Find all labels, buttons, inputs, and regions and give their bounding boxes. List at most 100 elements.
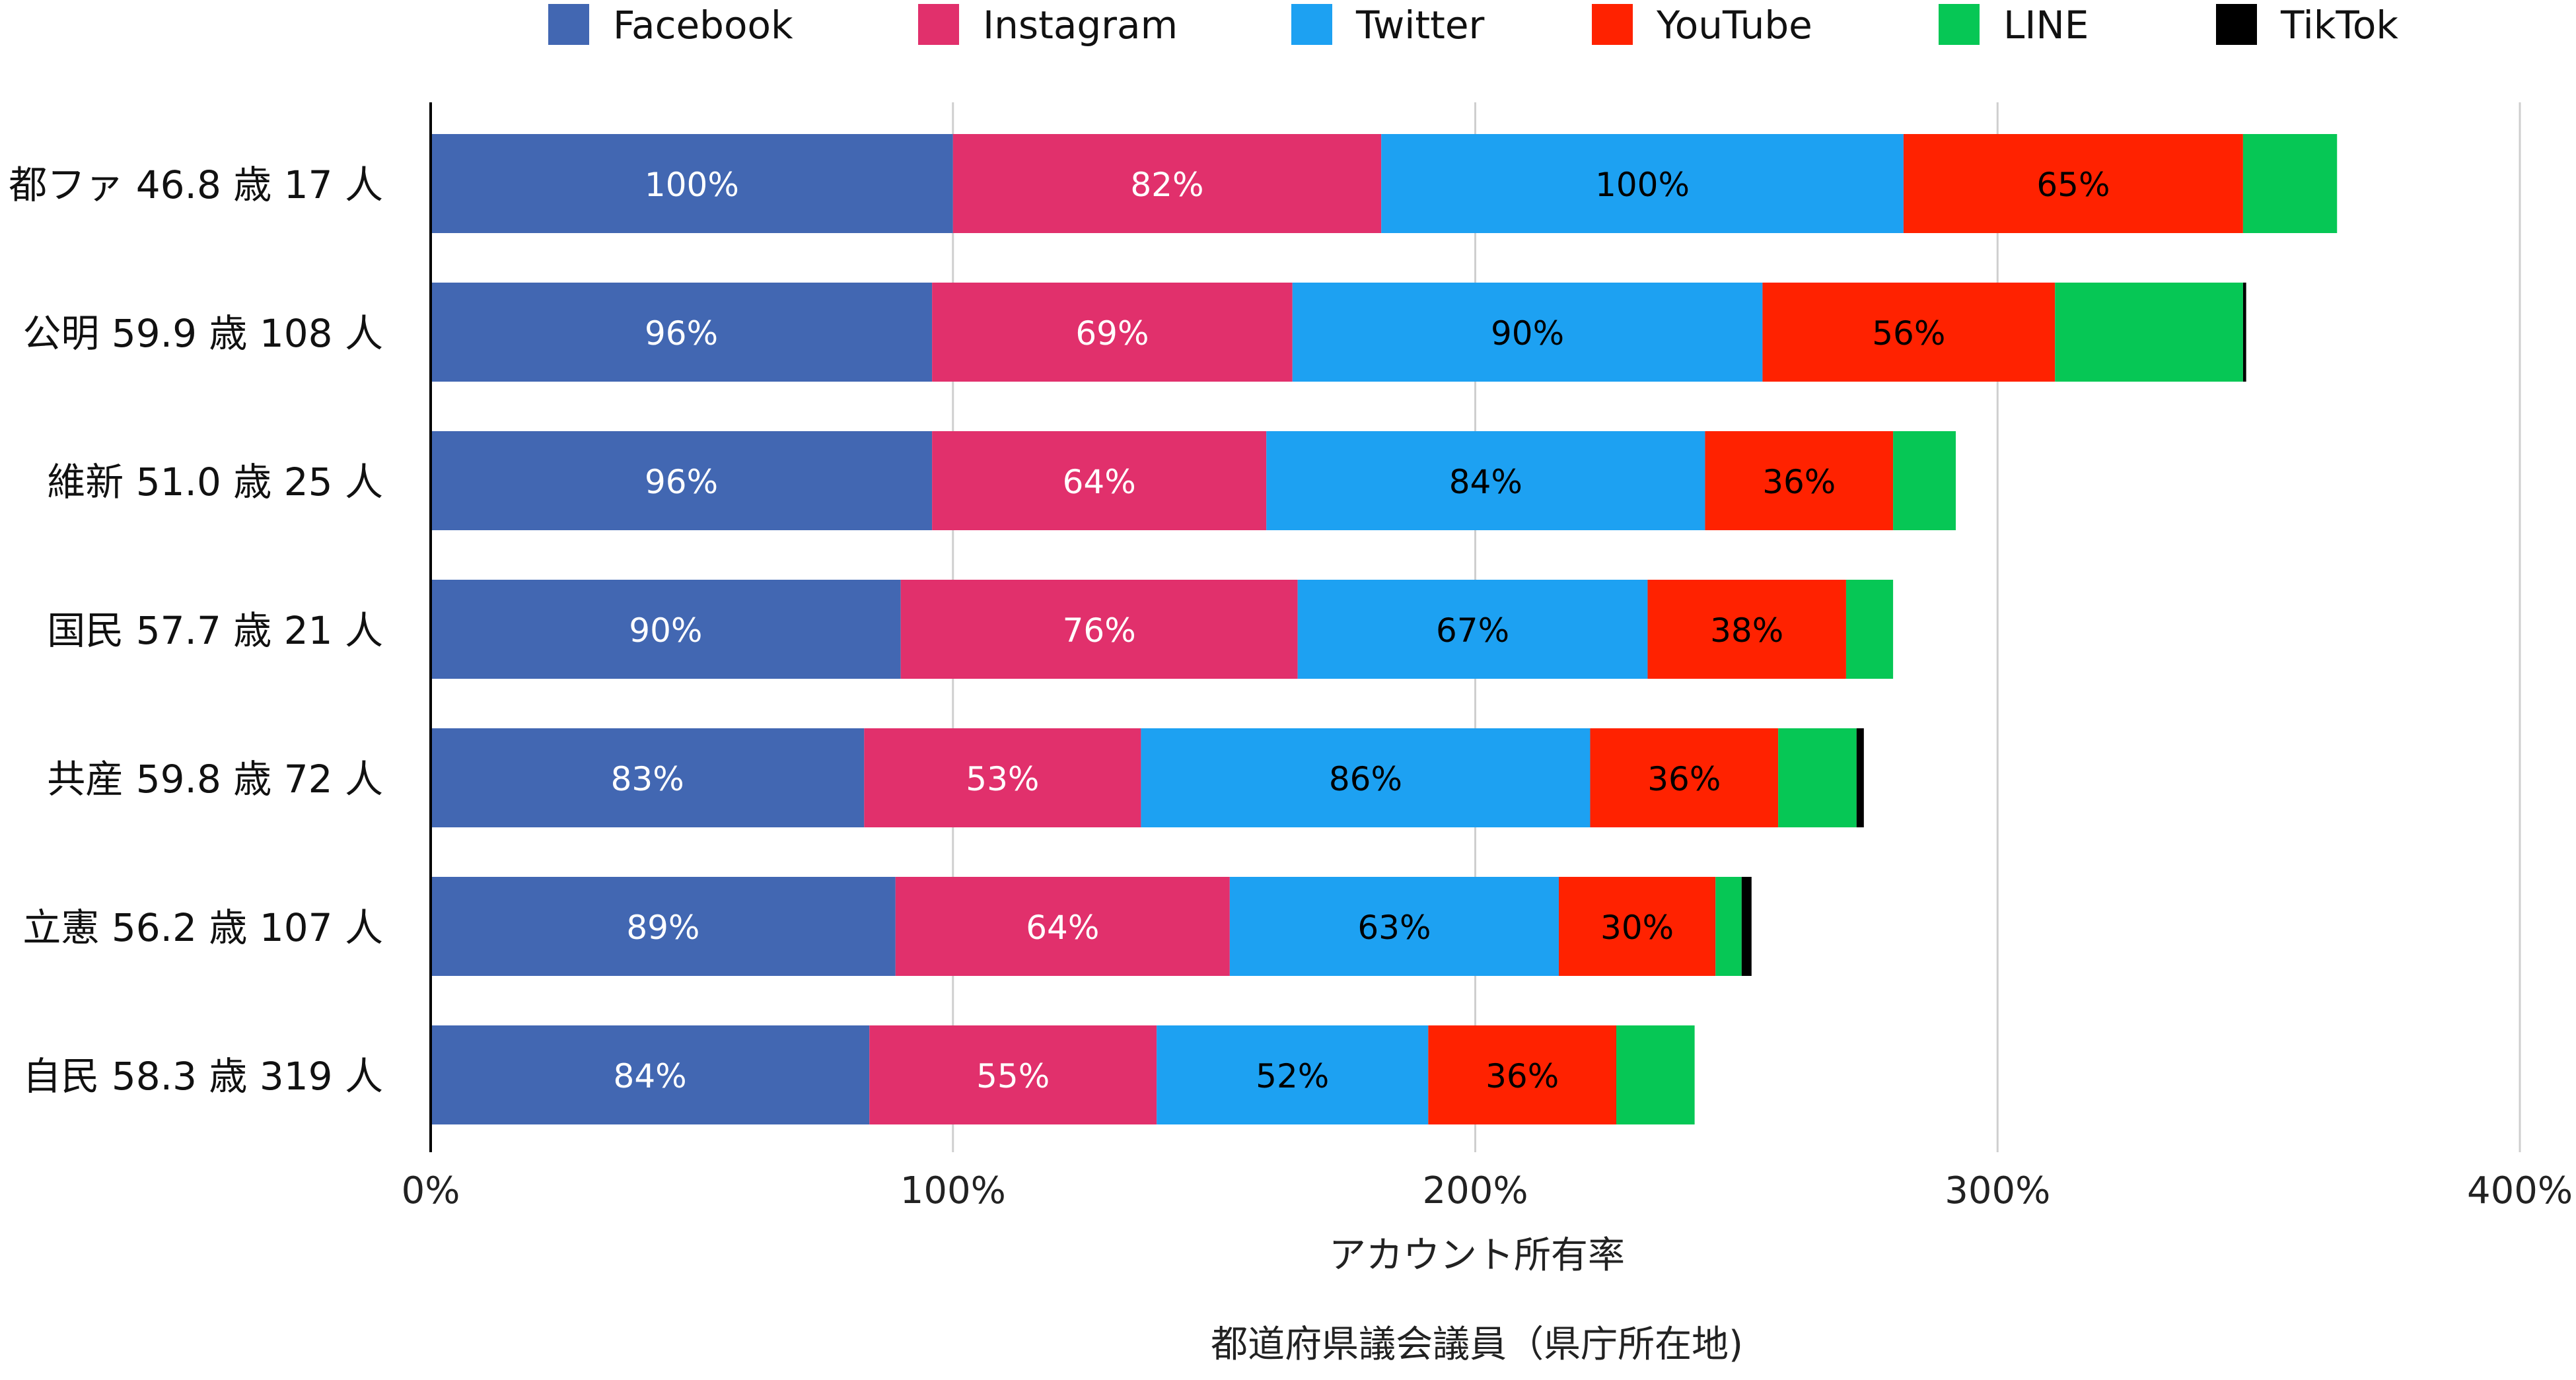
legend-swatch xyxy=(2216,4,2257,45)
x-tick-label: 100% xyxy=(900,1169,1006,1212)
bar-segment-line xyxy=(1893,431,1956,530)
data-label: 84% xyxy=(1449,463,1522,501)
data-label: 96% xyxy=(645,463,718,501)
data-label: 82% xyxy=(1130,166,1203,204)
category-label: 国民 57.7 歳 21 人 xyxy=(47,608,383,653)
bar-segment-instagram xyxy=(952,134,1382,233)
data-label: 55% xyxy=(976,1057,1050,1095)
data-label: 86% xyxy=(1329,760,1402,798)
bar-segment-twitter xyxy=(1266,431,1705,530)
bar-segment-twitter xyxy=(1141,728,1591,827)
legend-swatch xyxy=(1939,4,1980,45)
bar-segment-line xyxy=(1778,728,1857,827)
bar-segment-facebook xyxy=(431,283,933,382)
bar-segment-facebook xyxy=(431,877,896,976)
legend-label: Facebook xyxy=(613,3,793,48)
x-tick-labels: 0% 100% 200% 300% 400% xyxy=(402,1169,2573,1212)
bar-segment-youtube xyxy=(1647,580,1846,679)
bar-segment-twitter xyxy=(1292,283,1763,382)
bar-segment-instagram xyxy=(932,431,1267,530)
data-label: 36% xyxy=(1762,463,1836,501)
x-tick-label: 400% xyxy=(2467,1169,2573,1212)
legend-swatch xyxy=(1291,4,1332,45)
data-label: 89% xyxy=(626,909,699,947)
x-tick-label: 0% xyxy=(402,1169,460,1212)
bar-segment-youtube xyxy=(1903,134,2243,233)
bar-segment-instagram xyxy=(869,1025,1157,1124)
data-label: 52% xyxy=(1256,1057,1329,1095)
bar-segment-instagram xyxy=(895,877,1230,976)
bar-segment-instagram xyxy=(932,283,1293,382)
data-label: 56% xyxy=(1872,314,1945,353)
bar-segment-instagram xyxy=(900,580,1298,679)
data-label: 30% xyxy=(1600,909,1674,947)
bar-segment-tiktok xyxy=(2242,283,2246,382)
legend-item-facebook: Facebook xyxy=(548,3,793,48)
legend-item-twitter: Twitter xyxy=(1291,3,1485,48)
bar-segment-youtube xyxy=(1705,431,1894,530)
data-label: 36% xyxy=(1647,760,1721,798)
category-label: 自民 58.3 歳 319 人 xyxy=(22,1054,383,1099)
bar-segment-line xyxy=(2055,283,2243,382)
data-label: 76% xyxy=(1063,611,1136,650)
bar-segment-twitter xyxy=(1157,1025,1429,1124)
legend-swatch xyxy=(918,4,959,45)
data-label: 90% xyxy=(629,611,702,650)
bar-segment-twitter xyxy=(1297,580,1648,679)
bar-segment-line xyxy=(1616,1025,1695,1124)
x-tick-label: 300% xyxy=(1945,1169,2050,1212)
legend-label: Twitter xyxy=(1355,3,1485,48)
data-label: 65% xyxy=(2036,166,2110,204)
chart-bars: 100% 82% 100% 65% 96% 69% 90% 56% 96% 64% 84% 36% 90… xyxy=(431,134,2338,1124)
data-label: 84% xyxy=(614,1057,687,1095)
category-label: 公明 59.9 歳 108 人 xyxy=(22,311,383,356)
data-label: 36% xyxy=(1485,1057,1559,1095)
bar-segment-twitter xyxy=(1229,877,1559,976)
legend-label: TikTok xyxy=(2280,3,2398,48)
legend-item-youtube: YouTube xyxy=(1592,3,1812,48)
data-label: 69% xyxy=(1075,314,1149,353)
chart-legend: Facebook Instagram Twitter YouTube LINE TikTo… xyxy=(548,3,2398,48)
category-label: 共産 59.8 歳 72 人 xyxy=(47,757,383,802)
legend-label: YouTube xyxy=(1656,3,1812,48)
data-label: 67% xyxy=(1436,611,1509,650)
data-label: 53% xyxy=(966,760,1039,798)
data-label: 64% xyxy=(1063,463,1136,501)
data-label: 90% xyxy=(1491,314,1564,353)
data-label: 100% xyxy=(645,166,739,204)
bar-segment-youtube xyxy=(1590,728,1779,827)
data-label: 100% xyxy=(1595,166,1690,204)
bar-segment-youtube xyxy=(1762,283,2056,382)
bar-segment-facebook xyxy=(431,1025,870,1124)
category-label: 立憲 56.2 歳 107 人 xyxy=(22,905,383,950)
legend-item-instagram: Instagram xyxy=(918,3,1178,48)
bar-segment-facebook xyxy=(431,134,953,233)
legend-swatch xyxy=(548,4,589,45)
chart-footnote: 都道府県議会議員（県庁所在地) xyxy=(1211,1323,1743,1366)
data-label: 38% xyxy=(1710,611,1783,650)
bar-segment-tiktok xyxy=(1741,877,1752,976)
legend-item-line: LINE xyxy=(1939,3,2089,48)
legend-label: Instagram xyxy=(983,3,1178,48)
x-axis-label: アカウント所有率 xyxy=(1329,1234,1625,1277)
bar-segment-line xyxy=(2242,134,2338,233)
category-labels: 都ファ 46.8 歳 17 人公明 59.9 歳 108 人維新 51.0 歳 … xyxy=(9,162,383,1099)
bar-segment-facebook xyxy=(431,580,901,679)
category-label: 維新 51.0 歳 25 人 xyxy=(47,460,383,504)
bar-segment-facebook xyxy=(431,431,933,530)
legend-label: LINE xyxy=(2003,3,2089,48)
bar-segment-youtube xyxy=(1428,1025,1617,1124)
bar-segment-line xyxy=(1715,877,1742,976)
legend-item-tiktok: TikTok xyxy=(2216,3,2398,48)
legend-swatch xyxy=(1592,4,1633,45)
bar-segment-youtube xyxy=(1559,877,1716,976)
category-label: 都ファ 46.8 歳 17 人 xyxy=(9,162,383,207)
bar-segment-facebook xyxy=(431,728,865,827)
data-label: 63% xyxy=(1357,909,1431,947)
data-label: 96% xyxy=(645,314,718,353)
bar-segment-tiktok xyxy=(1856,728,1864,827)
bar-segment-instagram xyxy=(864,728,1141,827)
bar-segment-line xyxy=(1845,580,1894,679)
data-label: 83% xyxy=(611,760,684,798)
